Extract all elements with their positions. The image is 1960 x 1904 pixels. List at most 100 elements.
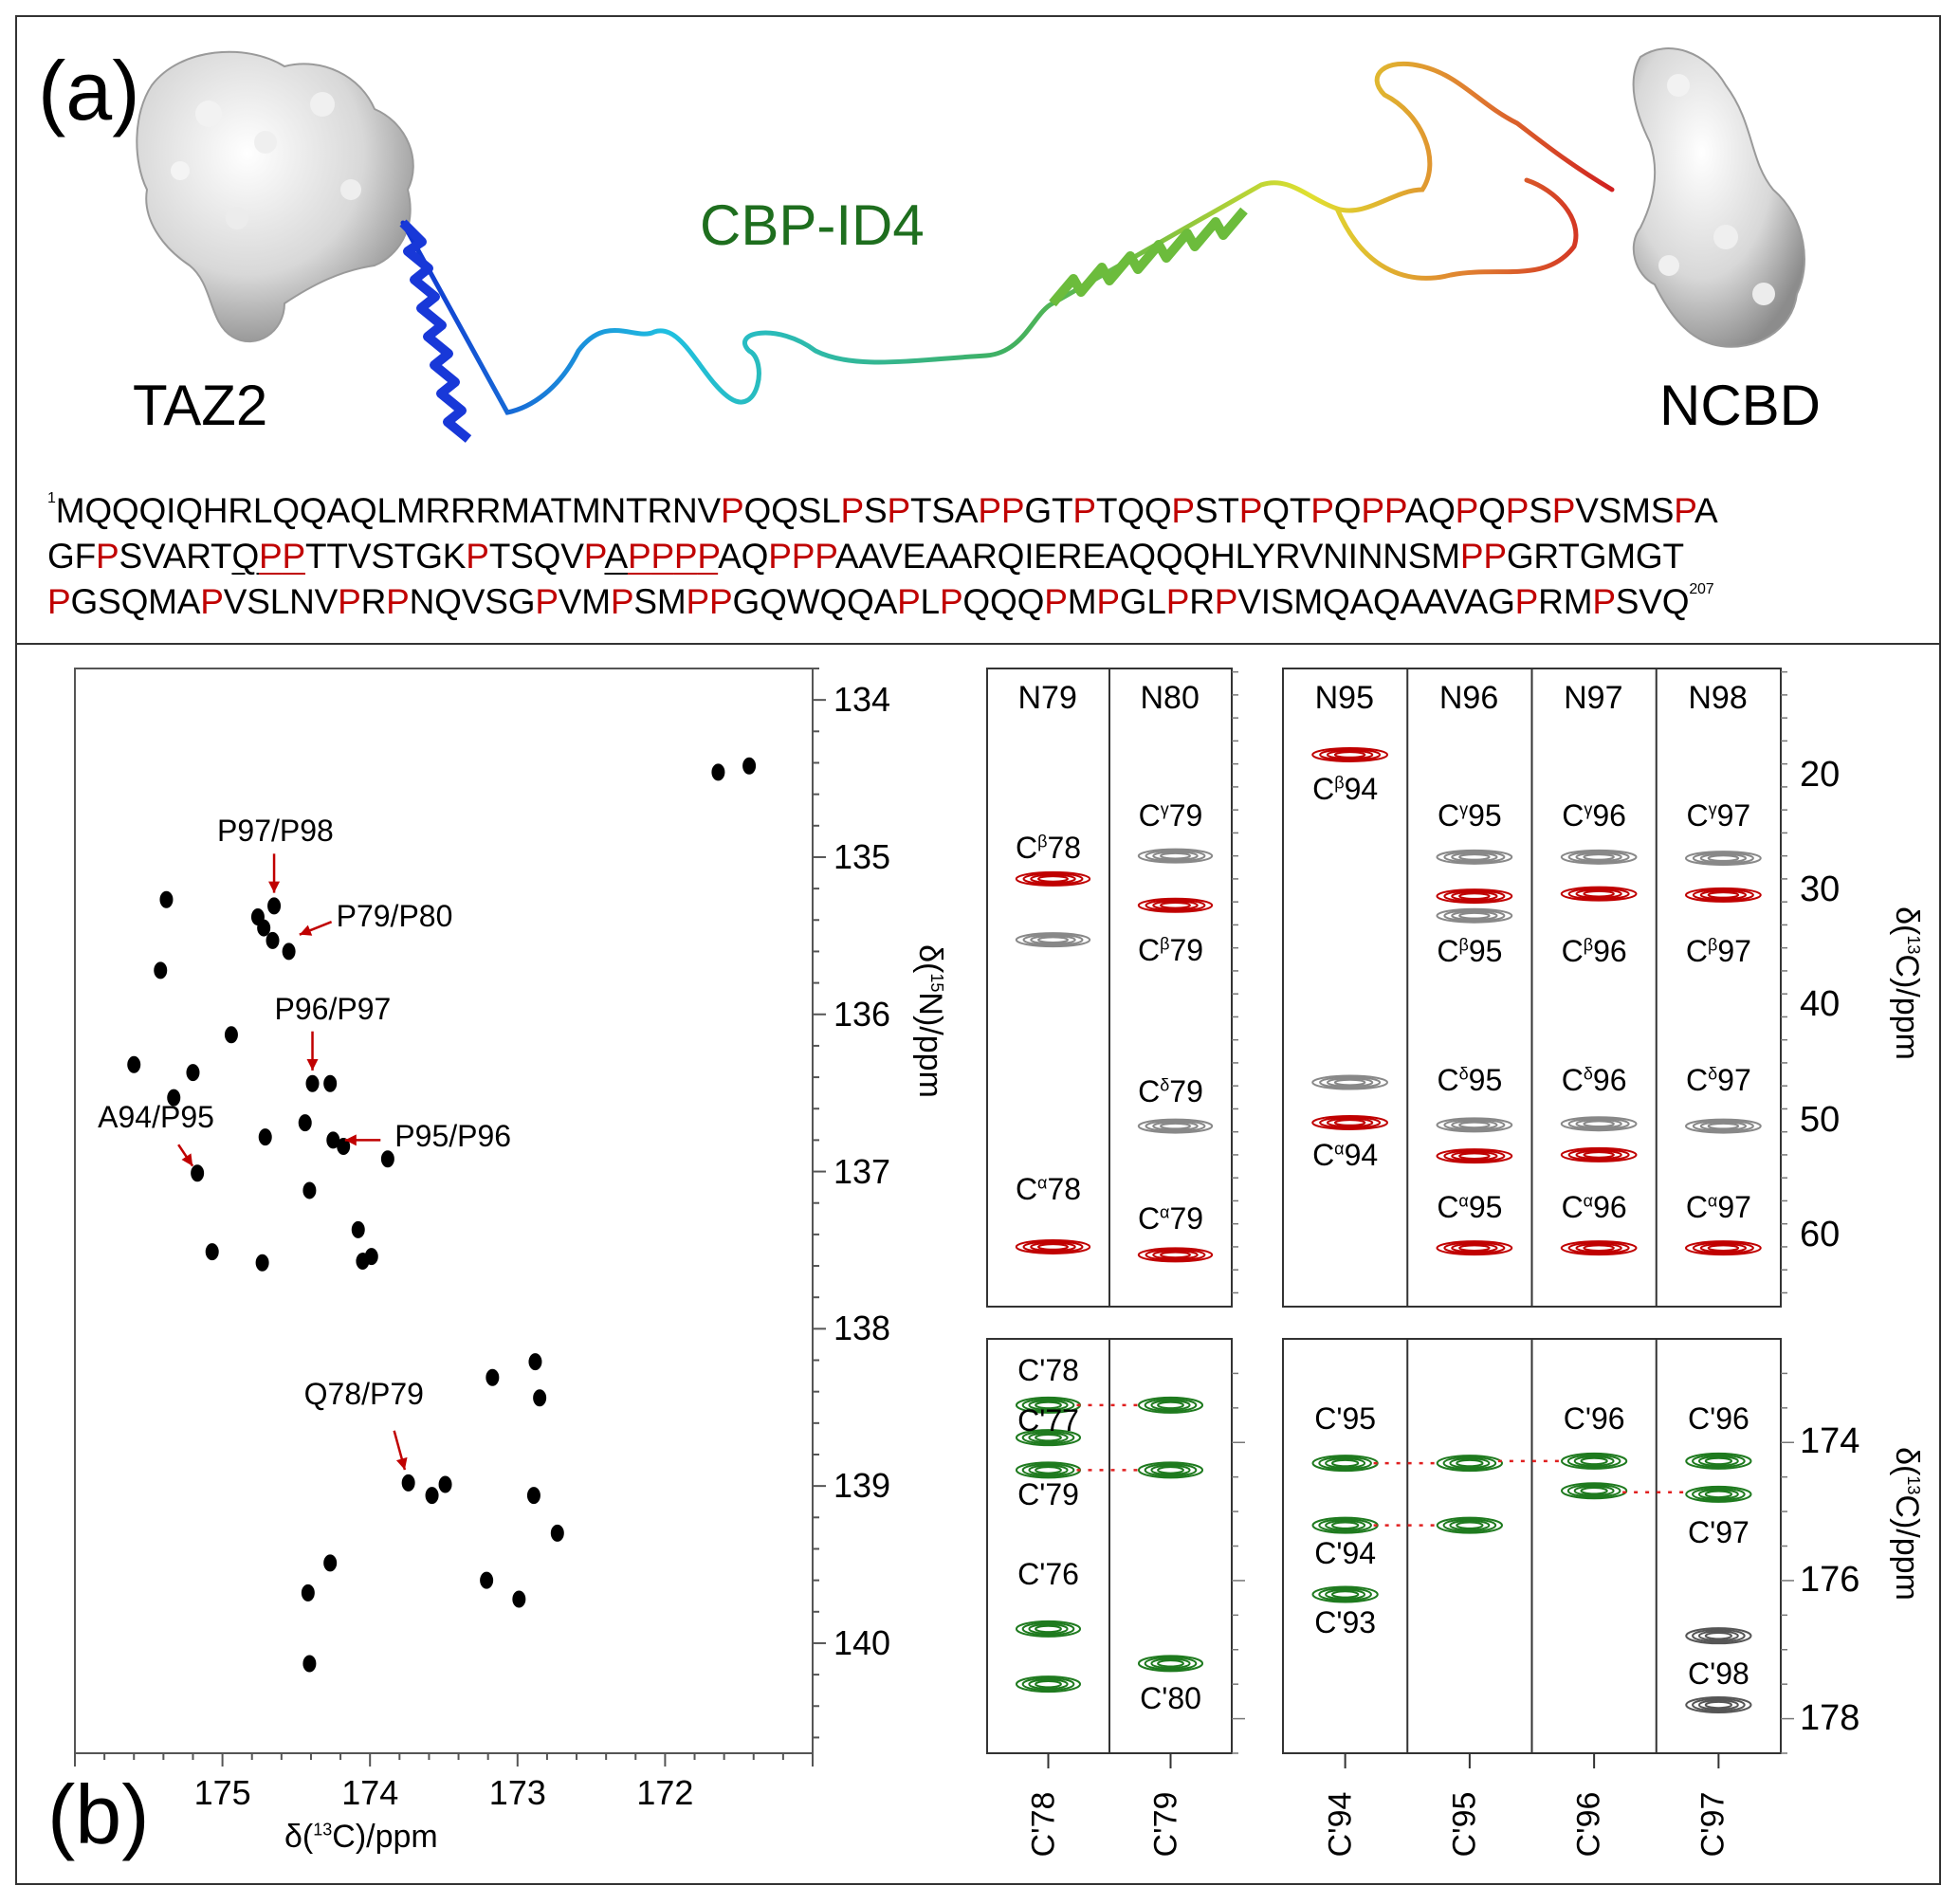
contour-peak: [1144, 1462, 1198, 1477]
proline-residue: P: [708, 582, 733, 621]
arrow-head-icon: [395, 1456, 408, 1471]
proline-residue: P: [1505, 491, 1530, 530]
contour-peak: [1697, 1455, 1739, 1467]
residue: A: [1404, 491, 1429, 530]
contour-peak: [1327, 1077, 1374, 1088]
contour-peak: [1704, 1631, 1733, 1640]
contour-peak: [1157, 1466, 1184, 1474]
residue: N: [1383, 537, 1408, 576]
contour-peak: [1567, 1241, 1630, 1254]
contour-peak: [1697, 1489, 1739, 1500]
contour-peak: [1330, 1521, 1360, 1529]
residue: E: [1034, 537, 1057, 576]
peak-assignment-label: Cγ96: [1562, 798, 1626, 833]
y-axis-title: δ(13C)/ppm: [1888, 1447, 1925, 1601]
residue: Q: [741, 537, 769, 576]
panel-a-label: (a): [38, 44, 140, 137]
contour-peak: [1685, 851, 1762, 867]
peak-assignment-label: Cδ96: [1561, 1063, 1627, 1098]
residue: Q: [1117, 491, 1145, 530]
residue: K: [442, 537, 467, 576]
residue: A: [162, 537, 187, 576]
residue: T: [1051, 491, 1073, 530]
contour-peak: [1311, 1585, 1379, 1603]
spectrum-peak: [154, 961, 168, 979]
peak-assignment-label: C'94: [1314, 1535, 1377, 1570]
contour-peak: [1575, 1149, 1622, 1161]
residue: A: [1694, 491, 1718, 530]
contour-peak: [1567, 851, 1630, 864]
residue: G: [1506, 537, 1534, 576]
y-tick-label: 60: [1800, 1214, 1841, 1254]
x-tick-label: 173: [488, 1773, 546, 1812]
residue: Q: [111, 491, 139, 530]
contour-peak: [1697, 1630, 1739, 1641]
residue: M: [55, 491, 85, 530]
contour-peak: [1692, 851, 1754, 865]
residue: M: [571, 491, 601, 530]
spectrum-peak: [351, 1220, 365, 1238]
contour-peak: [1685, 1485, 1752, 1503]
residue: Q: [1478, 491, 1506, 530]
taz2-label: TAZ2: [133, 374, 268, 437]
residue: Q: [299, 491, 327, 530]
y-axis-title: δ(15N)/ppm: [911, 944, 948, 1098]
residue: Q: [231, 537, 260, 576]
spectrum-peak: [298, 1114, 312, 1132]
residue: V: [560, 537, 584, 576]
residue: G: [1579, 537, 1607, 576]
contour-peak: [1575, 1242, 1622, 1254]
residue: Q: [272, 491, 300, 530]
strip-footer-label: C'97: [1694, 1791, 1731, 1858]
contour-peak: [1458, 853, 1491, 861]
strip-footer-label: C'95: [1446, 1791, 1483, 1858]
contour-peak: [1436, 1117, 1513, 1133]
proline-residue: P: [721, 491, 744, 530]
structure-illustration: [136, 47, 1805, 443]
contour-peak: [1436, 1240, 1513, 1256]
y-tick-label: 174: [1800, 1421, 1860, 1462]
contour-peak: [1311, 746, 1388, 762]
spectrum-peak: [326, 1131, 340, 1149]
spectrum-peak: [401, 1474, 415, 1492]
y-tick-label: 50: [1800, 1099, 1841, 1140]
residue: F: [74, 537, 97, 576]
peak-assignment-label: Cα95: [1437, 1189, 1503, 1224]
residue: G: [1119, 582, 1147, 621]
residue: V: [697, 491, 722, 530]
residue: V: [879, 537, 903, 576]
contour-peak: [1692, 1487, 1746, 1502]
panel-divider: [15, 643, 1941, 645]
residue: H: [1210, 537, 1236, 576]
contour-peak: [1030, 1241, 1076, 1253]
proline-residue: P: [791, 537, 815, 576]
contour-peak: [1152, 1121, 1199, 1131]
residue: V: [347, 537, 372, 576]
contour-peak: [1685, 1118, 1762, 1134]
contour-peak: [1333, 1078, 1366, 1087]
contour-peak: [1035, 1401, 1062, 1410]
panel-b-label: (b): [47, 1767, 150, 1861]
proline-residue: P: [1072, 491, 1096, 530]
residue: R: [450, 491, 476, 530]
contour-peak: [1021, 1462, 1075, 1477]
residue: S: [1270, 582, 1294, 621]
contour-peak: [1704, 1700, 1733, 1710]
contour-peak: [1458, 1152, 1491, 1160]
residue: Y: [1252, 537, 1275, 576]
contour-peak: [1443, 1149, 1506, 1163]
peak-annotation: P97/P98: [217, 814, 334, 849]
residue: V: [1639, 582, 1662, 621]
strip-footer-label: C'96: [1570, 1791, 1607, 1858]
proline-residue: P: [1551, 491, 1576, 530]
contour-peak: [1561, 1482, 1628, 1500]
residue: T: [305, 537, 327, 576]
contour-peak: [1137, 1655, 1204, 1673]
contour-peak: [1145, 850, 1206, 863]
arrow-head-icon: [306, 1058, 319, 1071]
contour-peak: [1327, 749, 1374, 760]
proline-residue: P: [259, 537, 283, 576]
residue: V: [1237, 582, 1261, 621]
peak-assignment-label: C'96: [1563, 1401, 1625, 1436]
residue: S: [371, 537, 394, 576]
